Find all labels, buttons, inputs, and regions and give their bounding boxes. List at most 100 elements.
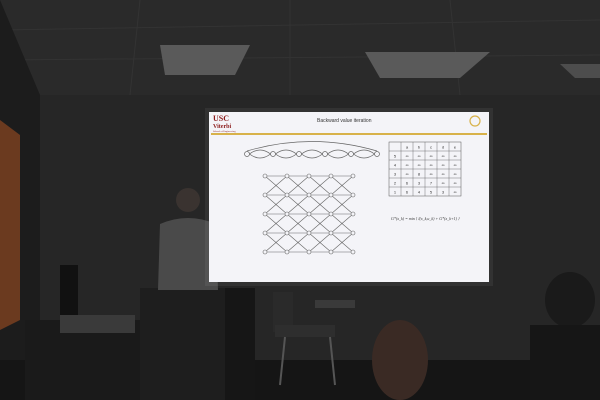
trellis-node xyxy=(284,230,290,236)
logo-viterbi: Viterbi xyxy=(213,124,231,130)
graph-edge xyxy=(275,149,297,155)
audience-body xyxy=(530,325,600,400)
table-cell: ∞ xyxy=(454,154,457,159)
graph-edge xyxy=(327,153,349,159)
table-header-cell: e xyxy=(454,145,457,150)
table-cell: 2 xyxy=(394,181,397,186)
table-cell: 4 xyxy=(394,163,397,168)
trellis-edge xyxy=(286,194,310,215)
window-blinds xyxy=(0,120,20,330)
trellis-node xyxy=(262,230,268,236)
trellis-edge xyxy=(308,194,332,215)
table-cell: ∞ xyxy=(442,172,445,177)
table-header-cell: a xyxy=(406,145,409,150)
slide-title: Backward value iteration xyxy=(317,118,372,124)
desk xyxy=(25,320,140,400)
table-cell: ∞ xyxy=(406,163,409,168)
graph-edge xyxy=(353,153,375,159)
ceiling-light xyxy=(365,52,490,78)
trellis-edge xyxy=(264,213,288,234)
table-cell: 4 xyxy=(418,190,421,195)
table-cell: ∞ xyxy=(454,163,457,168)
audience-head xyxy=(372,320,428,400)
trellis-node xyxy=(284,249,290,255)
trellis-edge xyxy=(264,194,288,215)
trellis-node xyxy=(328,192,334,198)
logo-usc: USC xyxy=(213,114,229,123)
presenter-body xyxy=(158,218,218,290)
trellis-edge xyxy=(264,175,288,196)
graph-node xyxy=(374,151,380,157)
trellis-node xyxy=(306,249,312,255)
trellis-node xyxy=(350,192,356,198)
graph-edge xyxy=(246,141,378,152)
trellis-node xyxy=(350,230,356,236)
table-cell: ∞ xyxy=(430,163,433,168)
projected-slide: USC Viterbi School of Engineering Backwa… xyxy=(209,112,489,282)
table-header-cell: c xyxy=(430,145,432,150)
table-cell: 5 xyxy=(394,154,397,159)
table-header-cell: d xyxy=(442,145,444,150)
trellis-diagram xyxy=(262,173,356,255)
table-cell: ∞ xyxy=(442,163,445,168)
trellis-edge xyxy=(286,213,310,234)
audience-head xyxy=(545,272,595,328)
trellis-node xyxy=(350,173,356,179)
cost-table: a b c d e 5 ∞ ∞ ∞ ∞ ∞ 4 ∞ ∞ ∞ ∞ ∞ 3 ∞ 8 ∞ ∞ ∞ 2 6 3 7 ∞ ∞ 1 6 4 5 3 ∞ xyxy=(388,141,462,197)
table-cell: ∞ xyxy=(430,154,433,159)
table-cell: 3 xyxy=(442,190,445,195)
trellis-node xyxy=(350,249,356,255)
table-cell: ∞ xyxy=(430,172,433,177)
table-cell: ∞ xyxy=(418,154,421,159)
table-cell: ∞ xyxy=(418,163,421,168)
podium-side xyxy=(225,288,255,400)
table-cell: ∞ xyxy=(454,172,457,177)
trellis-edge xyxy=(308,213,332,234)
table-cell: ∞ xyxy=(442,181,445,186)
logo-school: School of Engineering xyxy=(213,130,236,133)
monitor xyxy=(60,265,78,315)
chair xyxy=(273,292,355,386)
state-graph xyxy=(244,141,380,159)
table-header-cell: b xyxy=(418,145,421,150)
trellis-node xyxy=(262,211,268,217)
graph-edge xyxy=(249,153,271,159)
trellis-node xyxy=(284,192,290,198)
trellis-node xyxy=(306,192,312,198)
table-cell: 3 xyxy=(394,172,397,177)
table-cell: 8 xyxy=(418,172,421,177)
trellis-edge xyxy=(308,175,332,196)
table-cell: ∞ xyxy=(454,190,457,195)
trellis-edge xyxy=(330,213,354,234)
presenter-head xyxy=(176,188,200,212)
trellis-node xyxy=(306,230,312,236)
trellis-edge xyxy=(308,232,332,253)
graph-edge xyxy=(301,153,323,159)
table-cell: 6 xyxy=(406,190,409,195)
trellis-node xyxy=(350,211,356,217)
table-cell: 1 xyxy=(394,190,397,195)
trellis-node xyxy=(262,249,268,255)
table-cell: ∞ xyxy=(406,172,409,177)
trellis-edge xyxy=(330,175,354,196)
seal-icon xyxy=(469,115,481,127)
slide-background xyxy=(209,112,489,282)
table-cell: 5 xyxy=(430,190,433,195)
trellis-edge xyxy=(330,232,354,253)
trellis-node xyxy=(328,249,334,255)
trellis-node xyxy=(306,211,312,217)
graph-edge xyxy=(327,149,349,155)
table-cell: ∞ xyxy=(454,181,457,186)
trellis-node xyxy=(262,173,268,179)
table-cell: ∞ xyxy=(406,154,409,159)
trellis-edge xyxy=(286,232,310,253)
table-cell: ∞ xyxy=(442,154,445,159)
trellis-node xyxy=(328,173,334,179)
trellis-edge xyxy=(264,232,288,253)
table-cell: 3 xyxy=(418,181,421,186)
papers xyxy=(60,315,135,333)
ceiling-light xyxy=(560,64,600,78)
table-cell: 6 xyxy=(406,181,409,186)
table-cell: 7 xyxy=(430,181,433,186)
trellis-node xyxy=(306,173,312,179)
